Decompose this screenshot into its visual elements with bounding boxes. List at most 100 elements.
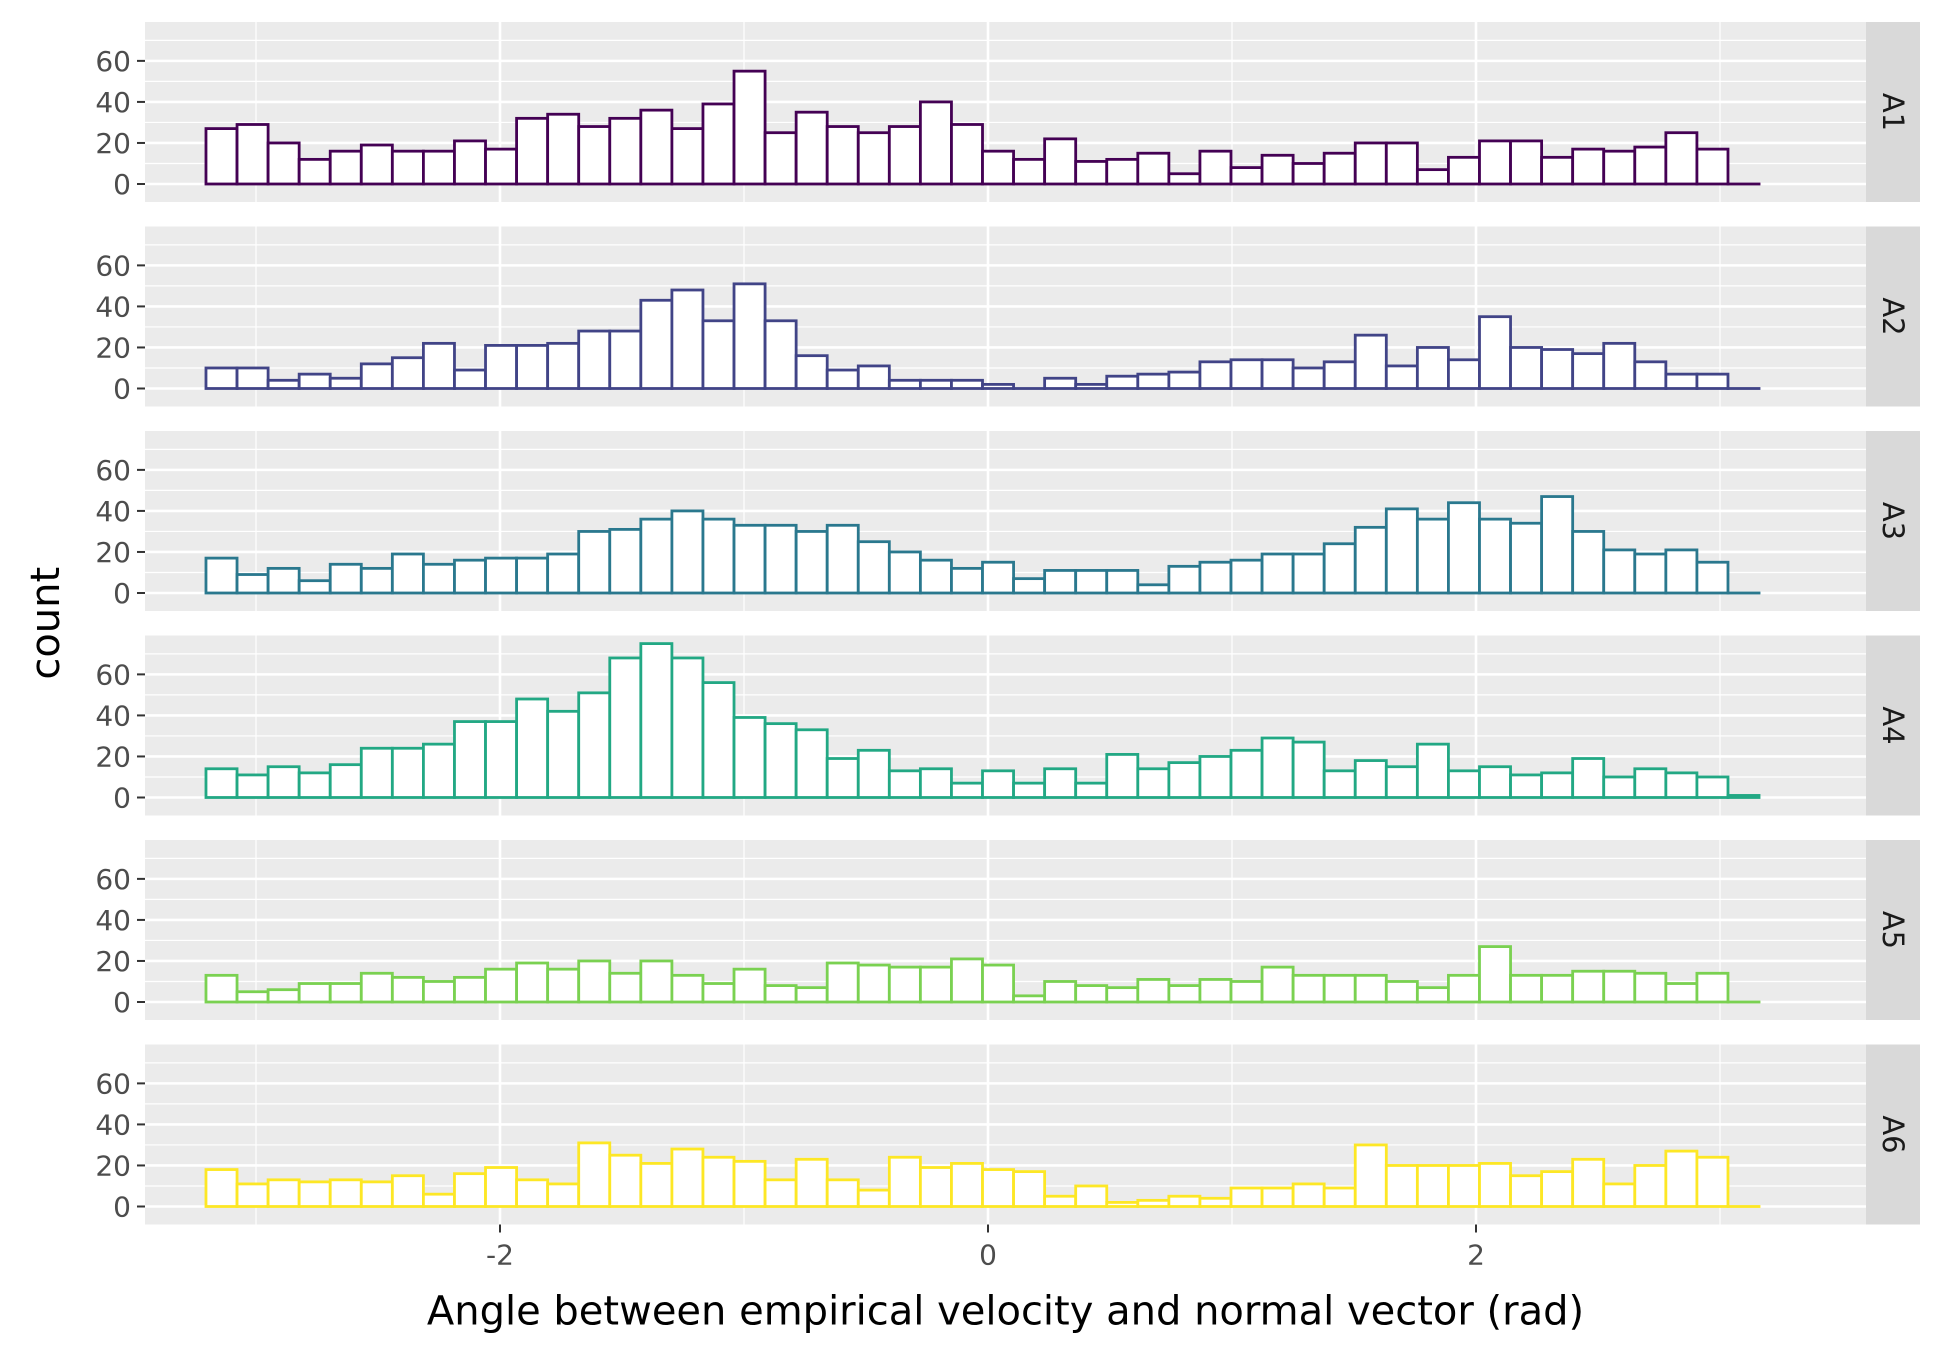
histogram-bar	[732, 282, 767, 390]
histogram-bar	[763, 319, 798, 390]
y-tick-label: 60	[95, 658, 131, 691]
histogram-bar	[1322, 151, 1357, 186]
histogram-bar	[577, 329, 612, 390]
histogram-bar	[1571, 1157, 1606, 1208]
histogram-bar	[981, 560, 1015, 595]
histogram-bar	[1012, 157, 1047, 186]
facet-strip-label: A2	[1876, 297, 1910, 335]
histogram-bar	[763, 523, 798, 595]
histogram-bar	[1136, 767, 1171, 799]
histogram-bar	[546, 552, 581, 595]
histogram-bar	[1105, 1200, 1140, 1208]
histogram-bar	[981, 1168, 1015, 1208]
facet-panel-a2: 0 20 40 60 A2	[95, 226, 1920, 407]
histogram-bar	[1105, 569, 1140, 595]
histogram-bar	[484, 720, 518, 799]
histogram-bar	[577, 125, 612, 186]
histogram-bar	[1167, 564, 1202, 595]
histogram-bar	[763, 722, 798, 799]
y-axis-title: count	[23, 567, 69, 680]
histogram-bar	[1198, 560, 1233, 595]
histogram-bar	[1260, 736, 1295, 799]
histogram-bar	[1074, 160, 1109, 186]
histogram-bar	[918, 767, 953, 799]
histogram-bar	[701, 102, 736, 186]
histogram-bar	[1384, 141, 1419, 186]
histogram-bar	[1322, 360, 1357, 390]
histogram-bar	[1012, 1170, 1047, 1208]
histogram-bar	[1291, 1182, 1326, 1208]
histogram-bar	[1291, 366, 1326, 390]
histogram-bar	[1664, 131, 1699, 186]
histogram-bar	[794, 728, 829, 799]
histogram-bar	[1291, 162, 1326, 186]
y-tick-label: 0	[113, 577, 131, 610]
histogram-bar	[1695, 1155, 1730, 1208]
histogram-bar	[1260, 153, 1295, 186]
histogram-bar	[577, 1141, 612, 1208]
histogram-bar	[515, 961, 550, 1004]
y-tick-label: 0	[113, 986, 131, 1019]
histogram-bar	[981, 769, 1015, 799]
facet-panel-a5: 0 20 40 60 A5	[95, 840, 1920, 1020]
x-axis-title: Angle between empirical velocity and nor…	[427, 1289, 1584, 1335]
histogram-bar	[390, 552, 425, 595]
histogram-bar	[732, 523, 767, 595]
histogram-bar	[639, 298, 674, 390]
histogram-bar	[204, 767, 239, 799]
histogram-bar	[608, 656, 643, 799]
histogram-bar	[950, 781, 984, 799]
histogram-bar	[390, 975, 425, 1004]
histogram-bar	[732, 967, 767, 1004]
histogram-bar	[1695, 560, 1730, 595]
histogram-bar	[794, 986, 829, 1004]
histogram-bar	[1229, 980, 1264, 1004]
histogram-bar	[1260, 552, 1295, 595]
histogram-bar	[794, 354, 829, 390]
histogram-bar	[422, 341, 456, 390]
histogram-bar	[1571, 352, 1606, 390]
histogram-bar	[763, 1178, 798, 1208]
facet-strip	[1866, 840, 1920, 1020]
histogram-bar	[1043, 980, 1078, 1004]
y-tick-label: 0	[113, 782, 131, 815]
y-tick-label: 60	[95, 45, 131, 78]
histogram-bar	[297, 372, 332, 390]
histogram-bar	[1198, 755, 1233, 799]
histogram-bar	[359, 143, 394, 186]
histogram-bar	[1447, 501, 1481, 595]
histogram-bar	[266, 1178, 301, 1208]
histogram-bar	[887, 1155, 922, 1208]
histogram-bar	[701, 681, 736, 799]
histogram-bar	[732, 1159, 767, 1208]
histogram-bar	[950, 957, 984, 1004]
histogram-bar	[856, 540, 891, 595]
facet-strip	[1866, 226, 1920, 407]
facet-panel-a6: 0 20 40 60 A6	[95, 1044, 1920, 1225]
histogram-bar	[1695, 147, 1730, 186]
histogram-bar	[204, 1168, 239, 1208]
histogram-bar	[950, 123, 984, 186]
histogram-bar	[1664, 982, 1699, 1004]
histogram-bar	[297, 771, 332, 799]
histogram-bar	[390, 149, 425, 186]
histogram-bar	[608, 329, 643, 390]
histogram-bar	[1074, 569, 1109, 595]
histogram-bar	[266, 141, 301, 186]
histogram-bar	[1602, 548, 1637, 595]
histogram-bar	[1322, 542, 1357, 595]
histogram-bar	[1602, 969, 1637, 1004]
histogram-bar	[359, 746, 394, 799]
histogram-bar	[1571, 530, 1606, 595]
histogram-bar	[1695, 372, 1730, 390]
histogram-bar	[1136, 583, 1171, 595]
histogram-bar	[1322, 1186, 1357, 1208]
histogram-bar	[1415, 742, 1450, 799]
histogram-bar	[1478, 139, 1512, 186]
histogram-bar	[484, 1166, 518, 1208]
histogram-bar	[918, 1166, 953, 1208]
histogram-bar	[1136, 372, 1171, 390]
histogram-bar	[1447, 155, 1481, 186]
histogram-bar	[1571, 147, 1606, 186]
y-tick-label: 20	[95, 740, 131, 773]
